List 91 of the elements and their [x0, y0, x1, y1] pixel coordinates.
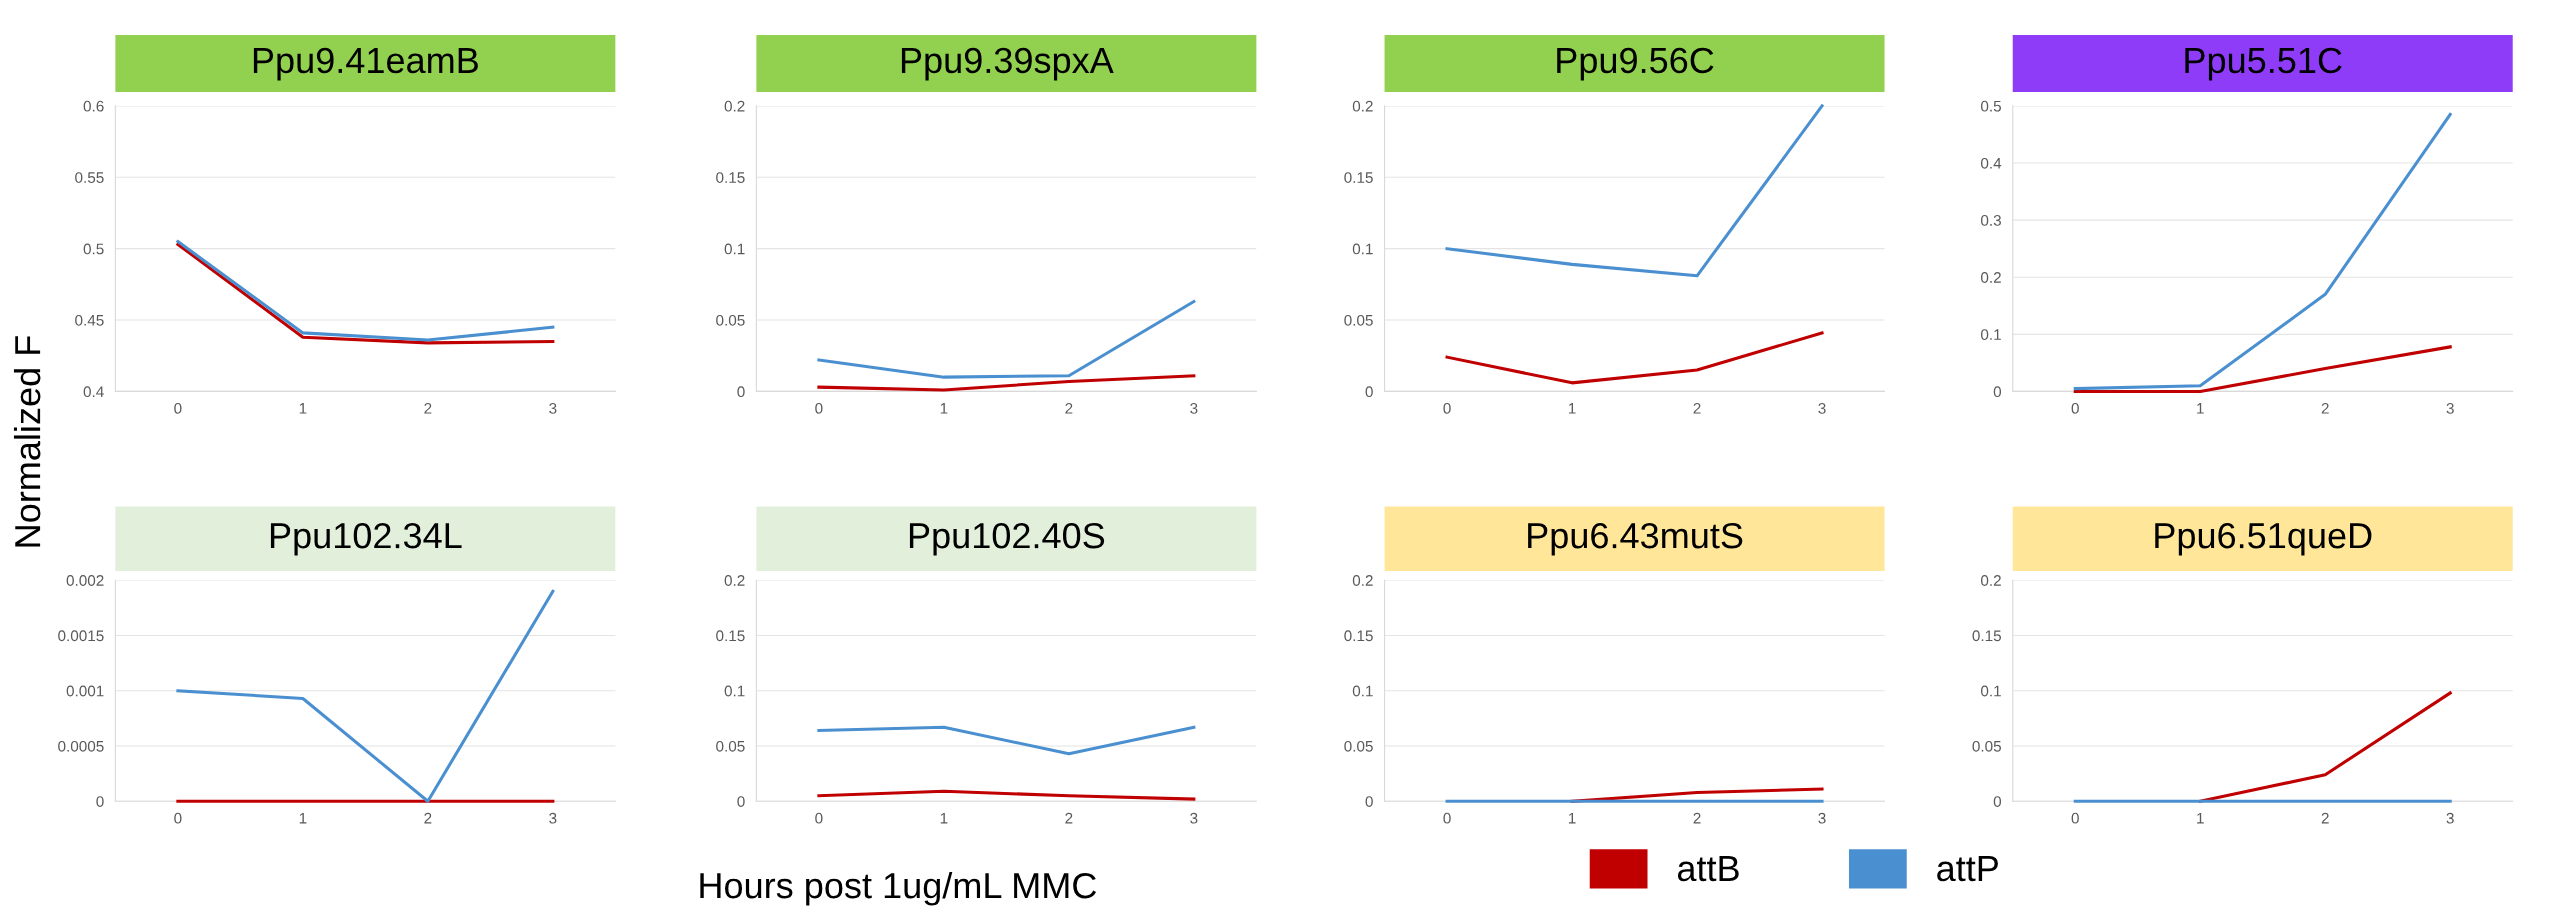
- y-tick-label: 0.1: [724, 243, 745, 255]
- x-tick-label: 0: [174, 812, 182, 824]
- y-tick-label: 0: [737, 796, 745, 807]
- y-tick-label: 0.4: [1980, 157, 2002, 169]
- x-tick-label: 0: [815, 812, 823, 824]
- line-series: [817, 299, 1196, 379]
- y-tick-label: 0.2: [724, 100, 745, 112]
- y-tick-label: 0.2: [1980, 272, 2001, 283]
- line-series: [817, 374, 1196, 392]
- x-tick-label: 3: [549, 812, 557, 824]
- y-tick-label: 0.5: [1980, 100, 2001, 112]
- y-axis-title: Normalized F: [13, 336, 41, 547]
- y-tick-label: 0.4: [83, 386, 104, 398]
- y-tick-label: 0.05: [716, 740, 745, 752]
- chart-title: Ppu6.43mutS: [1528, 522, 1743, 556]
- y-tick-label: 0.6: [83, 100, 104, 112]
- x-tick-label: 3: [549, 402, 557, 414]
- y-tick-label: 0.002: [66, 575, 104, 586]
- x-axis-title: Hours post 1ug/mL MMC: [700, 871, 1097, 906]
- x-tick-label: 1: [2197, 812, 2204, 824]
- y-tick-label: 0: [1365, 796, 1373, 807]
- legend-label: attP: [1937, 856, 1998, 882]
- x-tick-label: 3: [1818, 402, 1826, 414]
- x-tick-label: 1: [2197, 403, 2204, 414]
- chart-title: Ppu5.51C: [2185, 47, 2342, 81]
- x-tick-label: 3: [2446, 402, 2454, 414]
- y-tick-label: 0.2: [1352, 575, 1373, 586]
- x-tick-label: 0: [174, 402, 182, 414]
- x-tick-label: 3: [1190, 402, 1198, 414]
- x-tick-label: 0: [2071, 402, 2079, 414]
- x-tick-label: 3: [1190, 812, 1198, 824]
- x-tick-label: 2: [424, 402, 432, 414]
- y-tick-label: 0.3: [1980, 214, 2001, 226]
- chart-title: Ppu102.34L: [270, 522, 462, 556]
- y-tick-label: 0.1: [1352, 243, 1373, 255]
- x-tick-label: 2: [1693, 812, 1701, 824]
- x-tick-label: 1: [299, 812, 307, 824]
- y-tick-label: 0.15: [716, 630, 745, 642]
- y-tick-label: 0.05: [1344, 314, 1373, 326]
- y-tick-label: 0: [1365, 386, 1373, 398]
- y-tick-label: 0.5: [83, 243, 104, 255]
- x-tick-label: 2: [2321, 402, 2329, 414]
- x-tick-label: 3: [2446, 812, 2454, 824]
- x-tick-label: 1: [299, 403, 307, 414]
- chart-title: Ppu102.40S: [909, 522, 1105, 556]
- y-tick-label: 0: [737, 386, 745, 398]
- x-tick-label: 1: [940, 812, 948, 824]
- chart-title: Ppu9.41eamB: [253, 47, 478, 81]
- x-tick-label: 2: [2321, 812, 2329, 824]
- y-tick-label: 0.15: [1344, 630, 1373, 642]
- x-tick-label: 2: [1693, 402, 1701, 414]
- y-tick-label: 0.2: [1980, 575, 2001, 586]
- y-tick-label: 0.1: [1980, 329, 2001, 341]
- y-tick-label: 0.05: [716, 314, 745, 326]
- y-tick-label: 0.55: [75, 172, 104, 183]
- x-tick-label: 0: [2071, 812, 2079, 824]
- x-tick-label: 1: [1568, 812, 1576, 824]
- y-tick-label: 0: [1993, 386, 2002, 398]
- y-tick-label: 0.15: [1972, 630, 2001, 642]
- y-tick-label: 0.45: [75, 314, 104, 326]
- x-tick-label: 0: [815, 402, 823, 414]
- y-tick-label: 0.05: [1972, 740, 2001, 752]
- legend-label: attB: [1677, 856, 1739, 882]
- y-tick-label: 0.2: [1352, 100, 1373, 112]
- y-tick-label: 0: [1993, 796, 2002, 807]
- y-tick-label: 0.1: [724, 685, 745, 697]
- y-tick-label: 0: [96, 796, 104, 807]
- x-tick-label: 3: [1818, 812, 1826, 824]
- x-tick-label: 2: [1065, 402, 1073, 414]
- x-tick-label: 2: [424, 812, 432, 824]
- chart-title: Ppu9.56C: [1557, 47, 1714, 81]
- x-tick-label: 1: [1568, 403, 1576, 414]
- y-tick-label: 0.1: [1980, 685, 2001, 697]
- line-series: [1445, 104, 1824, 278]
- x-tick-label: 2: [1065, 812, 1073, 824]
- line-series: [1445, 331, 1824, 385]
- y-tick-label: 0.15: [716, 172, 745, 183]
- x-tick-label: 0: [1443, 402, 1451, 414]
- x-tick-label: 0: [1443, 812, 1451, 824]
- y-tick-label: 0.0015: [58, 630, 104, 642]
- y-tick-label: 0.2: [724, 575, 745, 586]
- chart-title: Ppu6.51queD: [2155, 522, 2372, 556]
- chart-title: Ppu9.39spxA: [901, 47, 1114, 81]
- y-tick-label: 0.001: [66, 685, 104, 697]
- x-tick-label: 1: [940, 403, 948, 414]
- y-tick-label: 0.0005: [58, 740, 104, 752]
- y-tick-label: 0.05: [1344, 740, 1373, 752]
- line-series: [176, 589, 555, 803]
- line-series: [2073, 112, 2452, 391]
- y-tick-label: 0.15: [1344, 172, 1373, 183]
- y-tick-label: 0.1: [1352, 685, 1373, 697]
